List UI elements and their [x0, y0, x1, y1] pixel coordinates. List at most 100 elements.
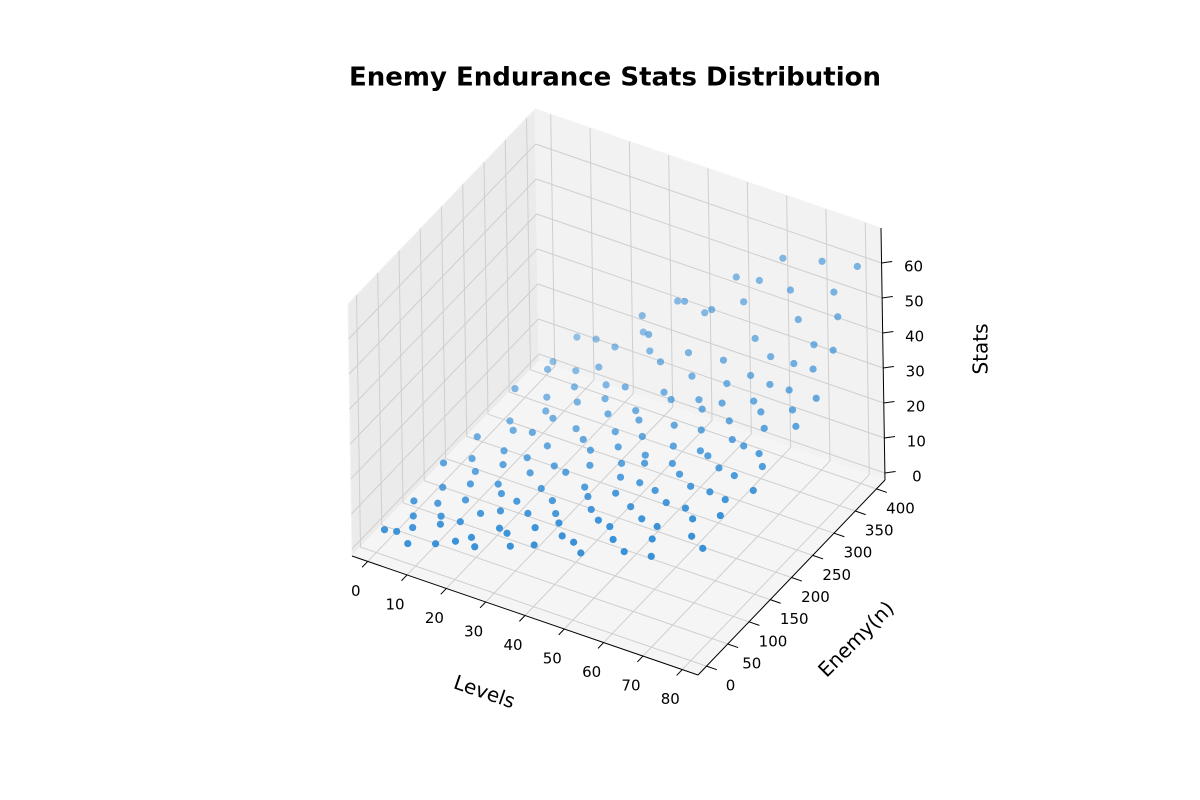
point — [499, 461, 507, 469]
point — [601, 395, 609, 403]
point — [530, 541, 538, 549]
point — [614, 443, 622, 451]
point — [584, 492, 592, 501]
point — [586, 461, 594, 469]
point — [468, 454, 476, 463]
point — [437, 512, 445, 520]
point — [558, 532, 566, 540]
point — [581, 483, 589, 491]
point — [667, 395, 675, 404]
point — [526, 469, 534, 477]
z-tick-label: 10 — [907, 433, 926, 451]
grid-line — [349, 213, 538, 410]
grid-line — [349, 248, 538, 445]
x-axis — [351, 555, 699, 676]
point — [696, 447, 704, 455]
point — [592, 335, 600, 343]
point — [604, 410, 612, 418]
point — [531, 524, 539, 532]
point — [410, 497, 418, 505]
point — [792, 422, 800, 430]
y-tick — [876, 488, 888, 493]
point — [740, 298, 748, 306]
point — [829, 346, 837, 354]
point — [506, 417, 514, 425]
chart-title: Enemy Endurance Stats Distribution — [349, 63, 881, 93]
x-tick-label: 60 — [582, 663, 601, 681]
x-tick-label: 30 — [464, 622, 483, 640]
point — [542, 407, 550, 415]
point — [818, 257, 826, 265]
x-tick — [519, 615, 526, 622]
point — [684, 349, 693, 357]
x-tick — [479, 601, 487, 609]
point — [647, 552, 655, 560]
point — [695, 396, 703, 404]
point — [812, 394, 820, 402]
point — [595, 363, 603, 371]
point — [620, 548, 628, 556]
x-axis-label: Levels — [451, 670, 519, 713]
point — [681, 504, 690, 512]
point — [834, 313, 842, 321]
point — [549, 357, 557, 366]
point — [550, 462, 558, 470]
grid-line — [351, 353, 540, 550]
point — [697, 426, 705, 434]
point — [393, 527, 401, 536]
point — [471, 543, 479, 551]
point — [467, 533, 476, 541]
z-tick — [881, 260, 893, 264]
x-tick — [558, 628, 565, 636]
grid-line — [538, 353, 886, 474]
x-tick-label: 20 — [425, 609, 444, 627]
point — [669, 442, 677, 450]
z-tick-label: 40 — [905, 328, 924, 346]
point — [500, 447, 508, 455]
point — [698, 405, 706, 413]
point — [740, 442, 748, 450]
point — [495, 524, 504, 532]
point — [609, 535, 617, 544]
point — [779, 254, 787, 262]
point — [496, 507, 505, 515]
point — [788, 406, 797, 414]
point — [456, 518, 464, 526]
y-tick-label: 400 — [886, 499, 915, 517]
point — [830, 288, 838, 296]
y-tick — [833, 532, 845, 538]
point — [688, 372, 696, 380]
point — [648, 535, 656, 543]
point — [719, 356, 728, 364]
y-tick-label: 200 — [801, 588, 830, 606]
point — [466, 480, 475, 488]
point — [809, 365, 817, 373]
point — [511, 385, 519, 393]
point — [638, 432, 646, 441]
point — [728, 435, 736, 444]
point — [409, 512, 417, 520]
x-tick-label: 50 — [543, 650, 562, 668]
point — [616, 473, 625, 481]
point — [638, 312, 646, 320]
point — [645, 330, 653, 339]
point — [732, 273, 740, 281]
point — [611, 343, 619, 351]
point — [749, 486, 757, 495]
y-tick — [812, 554, 824, 560]
point — [577, 549, 585, 557]
point — [766, 380, 774, 389]
z-axis — [880, 227, 886, 481]
x-tick-label: 80 — [661, 690, 680, 708]
z-tick-label: 0 — [912, 468, 922, 486]
point — [431, 540, 440, 548]
point — [639, 328, 647, 336]
grid-line — [535, 143, 882, 264]
point — [785, 386, 793, 394]
point — [543, 442, 551, 450]
point — [635, 416, 643, 424]
grid-line — [424, 480, 771, 601]
grid-line — [348, 143, 536, 340]
point — [641, 451, 649, 459]
y-tick-label: 350 — [865, 522, 894, 540]
